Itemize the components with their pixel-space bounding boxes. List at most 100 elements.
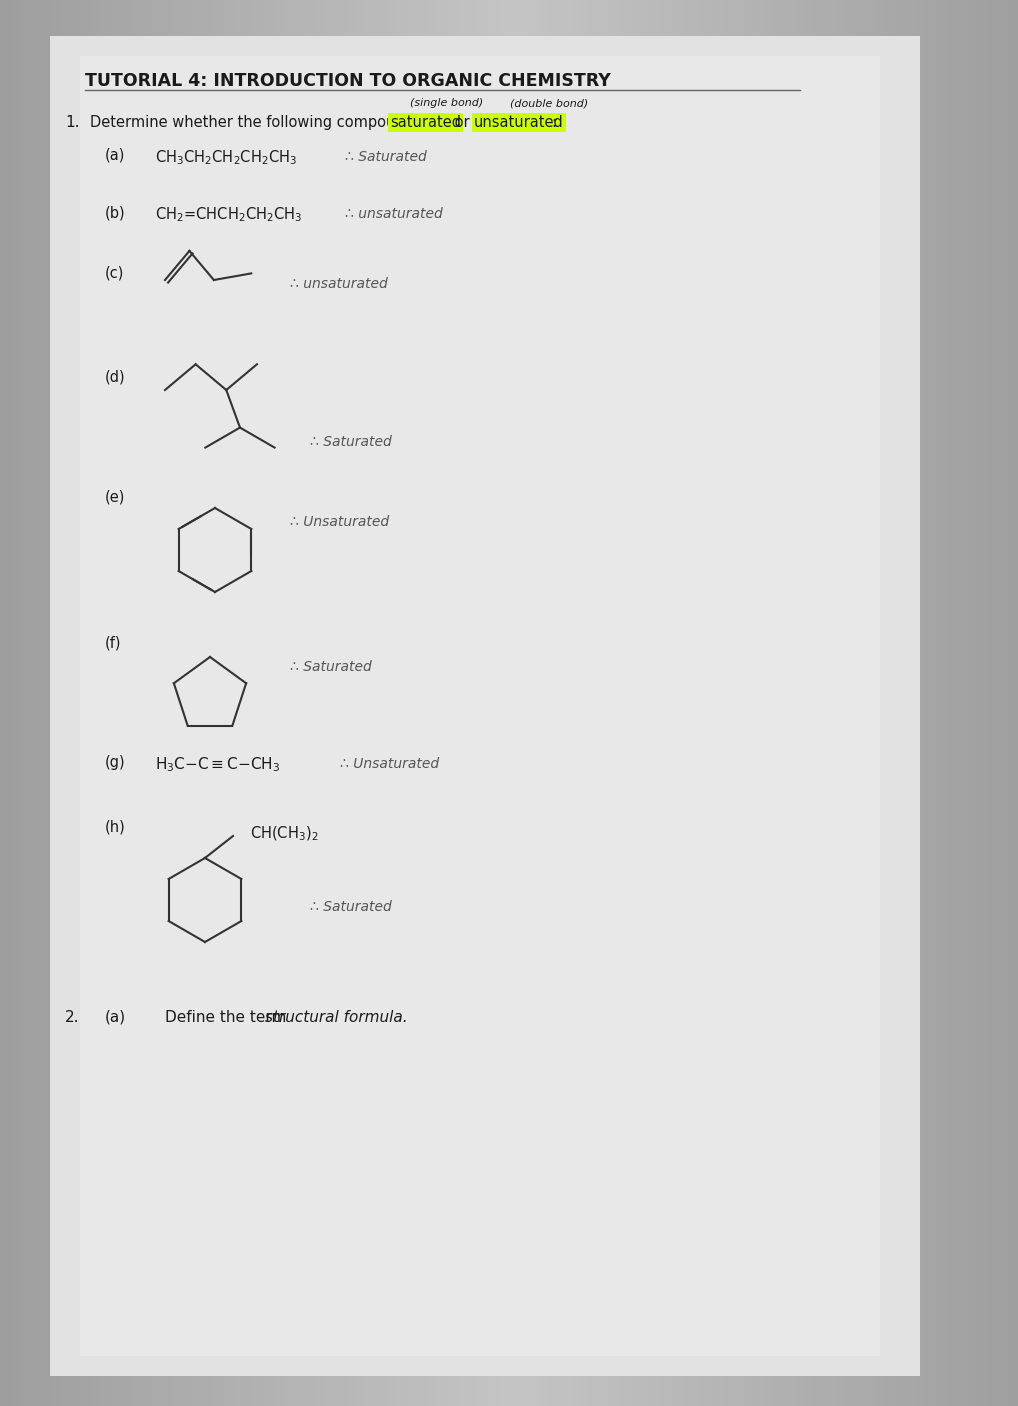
Bar [71,0,81,1406]
Text: ∴ Unsaturated: ∴ Unsaturated [290,515,389,529]
Bar [183,0,193,1406]
Bar [906,0,916,1406]
Bar [153,0,163,1406]
Bar [214,0,224,1406]
Text: (a): (a) [105,1010,126,1025]
Bar [692,0,702,1406]
Bar [478,0,489,1406]
Bar [672,0,682,1406]
Bar [540,0,550,1406]
Text: saturated: saturated [390,115,461,129]
Text: (single bond): (single bond) [410,98,484,108]
Bar [804,0,814,1406]
Bar [580,0,590,1406]
Bar [835,0,845,1406]
Bar [275,0,285,1406]
Bar [305,0,316,1406]
Text: unsaturated: unsaturated [474,115,564,129]
Bar [519,0,529,1406]
Bar [254,0,265,1406]
Text: Determine whether the following compounds are: Determine whether the following compound… [90,115,455,129]
Bar [977,0,987,1406]
Bar [336,0,346,1406]
Bar [702,0,713,1406]
Text: CH$_3$CH$_2$CH$_2$CH$_2$CH$_3$: CH$_3$CH$_2$CH$_2$CH$_2$CH$_3$ [155,148,297,167]
Bar [448,0,458,1406]
Bar [998,0,1008,1406]
Text: ∴ Saturated: ∴ Saturated [345,150,427,165]
Bar [224,0,234,1406]
Bar [61,0,71,1406]
Bar [428,0,438,1406]
Text: ∴ unsaturated: ∴ unsaturated [345,207,443,221]
Bar [957,0,967,1406]
Bar [244,0,254,1406]
Bar [967,0,977,1406]
Bar [265,0,275,1406]
Text: ∴ Saturated: ∴ Saturated [310,900,392,914]
Text: CH(CH$_3$)$_2$: CH(CH$_3$)$_2$ [250,825,319,844]
Bar [926,0,937,1406]
Bar [784,0,794,1406]
Bar [753,0,764,1406]
Bar [458,0,468,1406]
Bar [814,0,825,1406]
Bar [590,0,601,1406]
Bar [316,0,326,1406]
Text: H$_3$C$-$C$\equiv$C$-$CH$_3$: H$_3$C$-$C$\equiv$C$-$CH$_3$ [155,755,280,773]
Bar [51,0,61,1406]
Text: (b): (b) [105,205,125,219]
Bar [10,0,20,1406]
Bar [112,0,122,1406]
Text: TUTORIAL 4: INTRODUCTION TO ORGANIC CHEMISTRY: TUTORIAL 4: INTRODUCTION TO ORGANIC CHEM… [84,72,611,90]
FancyBboxPatch shape [80,56,880,1355]
Bar [0,0,10,1406]
Bar [31,0,41,1406]
Text: ∴ Saturated: ∴ Saturated [290,659,372,673]
Bar [743,0,753,1406]
Bar [682,0,692,1406]
Bar [947,0,957,1406]
Bar [560,0,570,1406]
Text: (f): (f) [105,636,121,650]
Text: 1.: 1. [65,115,79,129]
Bar [407,0,417,1406]
Bar [896,0,906,1406]
Bar [377,0,387,1406]
Text: (a): (a) [105,148,125,163]
Bar [193,0,204,1406]
Text: (g): (g) [105,755,125,770]
Text: (d): (d) [105,370,125,385]
Bar [652,0,662,1406]
Text: (double bond): (double bond) [510,98,588,108]
Bar [122,0,132,1406]
Bar [489,0,499,1406]
Bar [163,0,173,1406]
Bar [438,0,448,1406]
Bar [855,0,865,1406]
Bar [387,0,397,1406]
Bar [713,0,723,1406]
Bar [774,0,784,1406]
Text: ∴ Saturated: ∴ Saturated [310,434,392,449]
Bar [723,0,733,1406]
Bar [173,0,183,1406]
Text: Define the term: Define the term [165,1010,291,1025]
Text: 2.: 2. [65,1010,79,1025]
Bar [886,0,896,1406]
Bar [865,0,875,1406]
Bar [825,0,835,1406]
Bar [397,0,407,1406]
Bar [621,0,631,1406]
Text: CH$_2$=CHCH$_2$CH$_2$CH$_3$: CH$_2$=CHCH$_2$CH$_2$CH$_3$ [155,205,302,224]
Bar [326,0,336,1406]
Bar [41,0,51,1406]
Bar [937,0,947,1406]
Bar [641,0,652,1406]
Bar [143,0,153,1406]
Bar [295,0,305,1406]
Bar [733,0,743,1406]
Text: or: or [450,115,474,129]
Bar [92,0,102,1406]
Text: ∴ Unsaturated: ∴ Unsaturated [340,756,439,770]
